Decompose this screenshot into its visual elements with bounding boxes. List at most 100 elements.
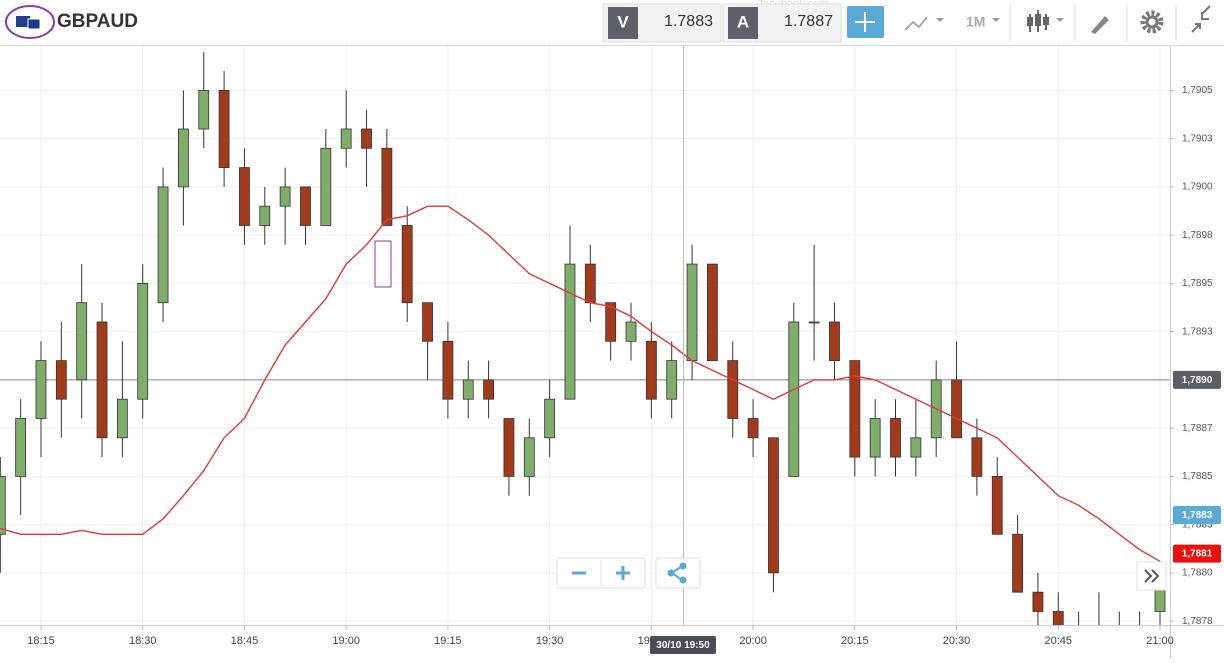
x-tick-label: 20:00: [739, 635, 767, 647]
candle-body: [869, 418, 881, 458]
candle-body: [747, 418, 759, 439]
candle-body: [625, 321, 637, 342]
candle-body: [706, 263, 718, 361]
price-tag-label: 1,7890: [1182, 375, 1213, 386]
candle-body: [218, 89, 230, 168]
candle-body: [483, 379, 494, 400]
candle-body: [1032, 591, 1044, 612]
y-tick-label: 1,7878: [1182, 616, 1213, 627]
candle-body: [890, 418, 901, 458]
share-dot: [679, 562, 687, 570]
candle-body: [96, 321, 108, 439]
candle-body: [1114, 631, 1124, 650]
candle-body: [320, 147, 332, 226]
candles-icon-part: [1043, 17, 1049, 25]
crosshair-tag: 30/10 19:50: [650, 636, 716, 654]
candle-body: [137, 282, 149, 400]
candle-body: [279, 186, 291, 207]
y-tick-label: 1,7905: [1182, 85, 1213, 96]
bid-label: V: [617, 12, 629, 31]
x-tick-label: 20:15: [841, 635, 869, 647]
price-tag: [1173, 544, 1221, 563]
flag-au: [27, 18, 41, 30]
price-tag: [1173, 370, 1221, 389]
candle-body: [1012, 533, 1023, 593]
candle-body: [300, 186, 311, 226]
collapse-icon[interactable]: [1191, 5, 1211, 33]
zoom-in[interactable]: [616, 566, 630, 580]
candle-body: [178, 128, 189, 188]
candle-body: [849, 360, 861, 458]
y-tick-label: 1,7883: [1182, 519, 1213, 530]
candle-body: [35, 360, 47, 419]
x-tick-label: 21:00: [1146, 635, 1174, 647]
y-tick-label: 1,7880: [1182, 568, 1213, 579]
candle-body: [259, 205, 271, 226]
share-button[interactable]: [655, 557, 701, 589]
crosshair-icon: [855, 12, 875, 32]
candle-body: [523, 437, 535, 477]
x-tick-label: 20:45: [1045, 635, 1073, 647]
chart-type-icon[interactable]: [904, 16, 928, 31]
candle-body: [361, 128, 372, 149]
moving-average-line: [0, 205, 1161, 562]
candle-body: [15, 418, 27, 477]
candle-body: [829, 321, 840, 361]
bid-badge: [608, 7, 638, 39]
price-tag-label: 1,7881: [1182, 549, 1213, 560]
settings-icon[interactable]: [1140, 10, 1164, 34]
x-tick-label: 18:15: [27, 635, 55, 647]
x-tick-label: 19:15: [434, 635, 462, 647]
crosshair-label: 30/10 19:50: [656, 640, 710, 651]
candle-body: [340, 128, 352, 149]
y-tick-label: 1,7898: [1182, 230, 1213, 241]
dropdown-arrow: [992, 18, 1000, 22]
flag-highlight: [5, 5, 55, 39]
candle-body: [462, 379, 474, 400]
symbol[interactable]: GBPAUD: [57, 11, 138, 32]
share-dot: [679, 576, 687, 584]
ask-badge: [728, 7, 758, 39]
candle-body: [686, 263, 698, 361]
scroll-icon: [1144, 569, 1160, 583]
candle-body: [503, 418, 515, 477]
x-tick-label: 18:45: [231, 635, 259, 647]
candle-body: [951, 379, 962, 439]
candle-body: [116, 398, 128, 439]
candle-body: [1074, 631, 1084, 650]
candle-body: [605, 302, 617, 342]
candle-body: [1094, 631, 1104, 632]
candle-body: [910, 437, 922, 458]
candle-body: [401, 225, 413, 304]
candle-body: [1135, 631, 1145, 650]
price-tag-label: 1,7883: [1182, 510, 1213, 521]
share-dot: [667, 569, 675, 577]
candle-body: [666, 360, 678, 400]
x-tick-label: 19:00: [332, 635, 360, 647]
candle-body: [422, 302, 433, 342]
ask-label: A: [737, 12, 749, 31]
candle-body: [808, 321, 820, 324]
draw-icon[interactable]: [1091, 16, 1109, 34]
candle-body: [645, 340, 657, 400]
y-tick-label: 1,7900: [1182, 182, 1213, 193]
price-tag: [1173, 505, 1221, 524]
candle-body: [727, 360, 739, 419]
candle-body: [584, 263, 596, 304]
dropdown-arrow: [1056, 18, 1064, 22]
candle-body: [1052, 611, 1064, 625]
candles-icon-part: [1027, 17, 1033, 26]
x-tick-label: 19:30: [536, 635, 564, 647]
y-tick-label: 1,7895: [1182, 278, 1213, 289]
flag-gb: [16, 16, 30, 27]
settings-icon-core: [1145, 15, 1159, 29]
y-tick-label: 1,7903: [1182, 133, 1213, 144]
timeframe[interactable]: 1M: [966, 14, 985, 30]
ask-price: 1.7887: [784, 13, 833, 30]
crosshair-tag-box: [650, 636, 716, 654]
candle-body: [76, 302, 88, 381]
plot-area: [0, 46, 1170, 650]
candles-icon-part: [1035, 14, 1041, 26]
y-tick-label: 1,7893: [1182, 326, 1213, 337]
